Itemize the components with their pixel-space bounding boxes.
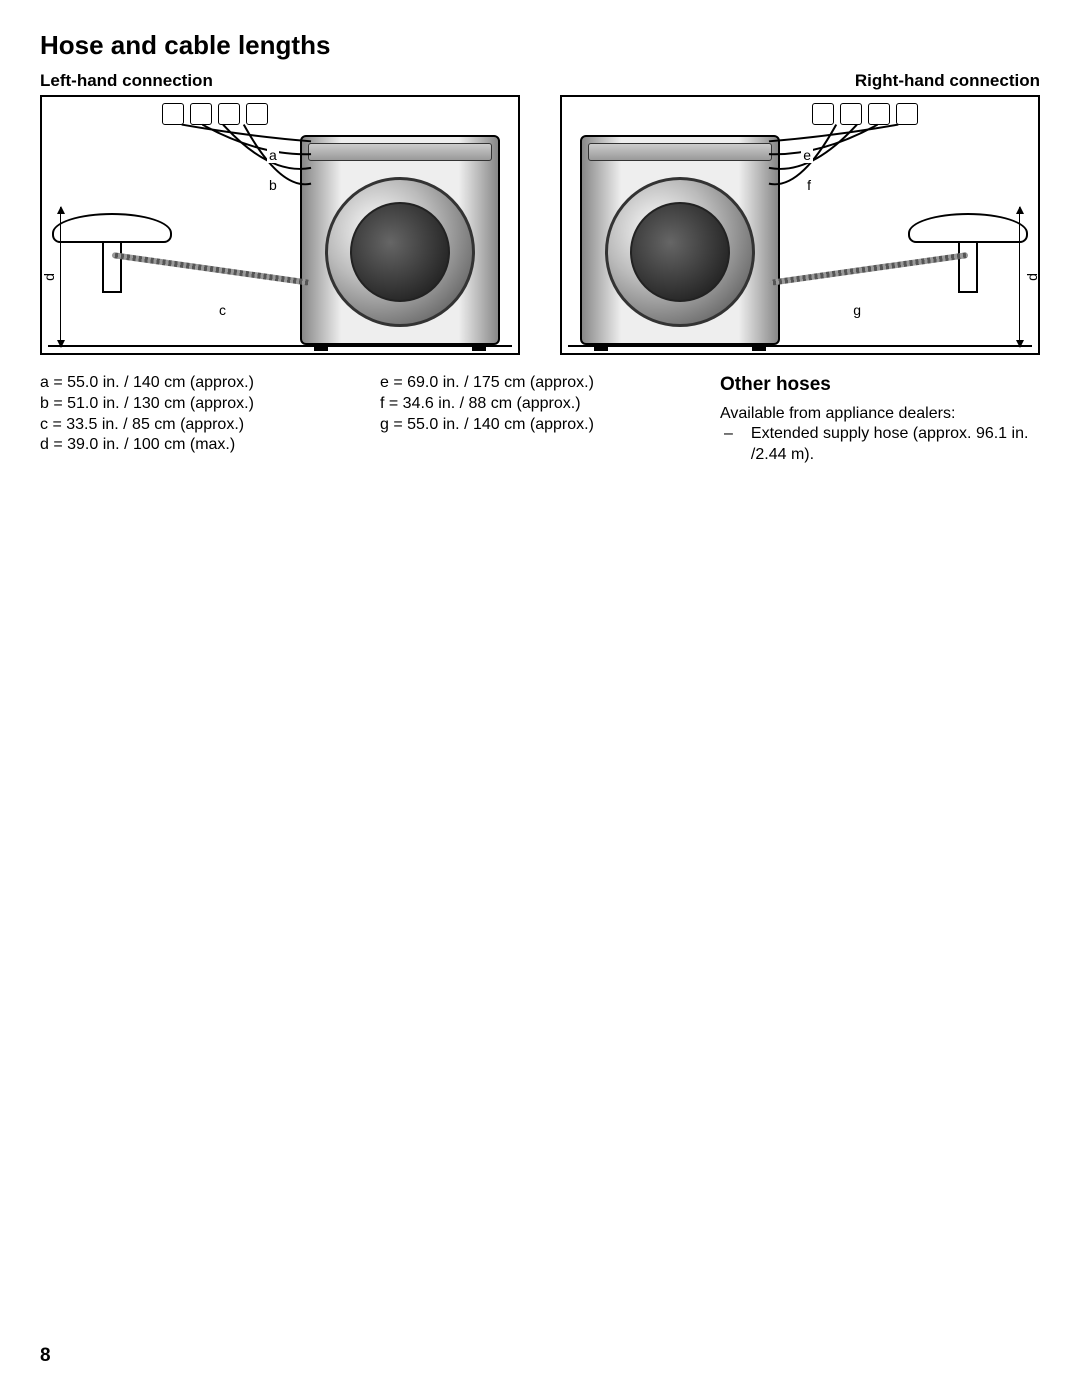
dim-d: d [1019, 207, 1020, 347]
dash-bullet: – [724, 424, 733, 466]
other-hoses-section: Other hoses Available from appliance dea… [720, 373, 1040, 466]
dim-label-a: a [267, 147, 279, 163]
spec-b: b = 51.0 in. / 130 cm (approx.) [40, 394, 340, 415]
page-title: Hose and cable lengths [40, 30, 1040, 61]
dim-label-c: c [217, 302, 228, 318]
page-number: 8 [40, 1345, 51, 1367]
spec-d: d = 39.0 in. / 100 cm (max.) [40, 435, 340, 456]
other-hoses-intro: Available from appliance dealers: [720, 404, 1040, 425]
spec-e: e = 69.0 in. / 175 cm (approx.) [380, 373, 680, 394]
specs-row: a = 55.0 in. / 140 cm (approx.) b = 51.0… [40, 373, 1040, 466]
dim-label-d: d [1024, 273, 1040, 281]
other-hoses-item-text: Extended supply hose (approx. 96.1 in. /… [751, 424, 1040, 466]
spec-f: f = 34.6 in. / 88 cm (approx.) [380, 394, 680, 415]
dim-label-e: e [801, 147, 813, 163]
dim-label-f: f [805, 177, 813, 193]
right-connection-label: Right-hand connection [560, 71, 1040, 91]
left-diagram: a b c d [40, 95, 520, 355]
spec-a: a = 55.0 in. / 140 cm (approx.) [40, 373, 340, 394]
diagram-row: Left-hand connection [40, 71, 1040, 355]
left-diagram-col: Left-hand connection [40, 71, 520, 355]
hose-lines [42, 97, 518, 353]
dim-label-b: b [267, 177, 279, 193]
hose-lines [562, 97, 1038, 353]
dim-label-g: g [851, 302, 863, 318]
specs-col-2: e = 69.0 in. / 175 cm (approx.) f = 34.6… [380, 373, 680, 466]
left-connection-label: Left-hand connection [40, 71, 520, 91]
spec-g: g = 55.0 in. / 140 cm (approx.) [380, 415, 680, 436]
other-hoses-item: – Extended supply hose (approx. 96.1 in.… [720, 424, 1040, 466]
right-diagram: e f g d [560, 95, 1040, 355]
dim-d: d [60, 207, 61, 347]
spec-c: c = 33.5 in. / 85 cm (approx.) [40, 415, 340, 436]
other-hoses-heading: Other hoses [720, 373, 1040, 398]
dim-label-d: d [41, 273, 57, 281]
right-diagram-col: Right-hand connection [560, 71, 1040, 355]
specs-col-1: a = 55.0 in. / 140 cm (approx.) b = 51.0… [40, 373, 340, 466]
